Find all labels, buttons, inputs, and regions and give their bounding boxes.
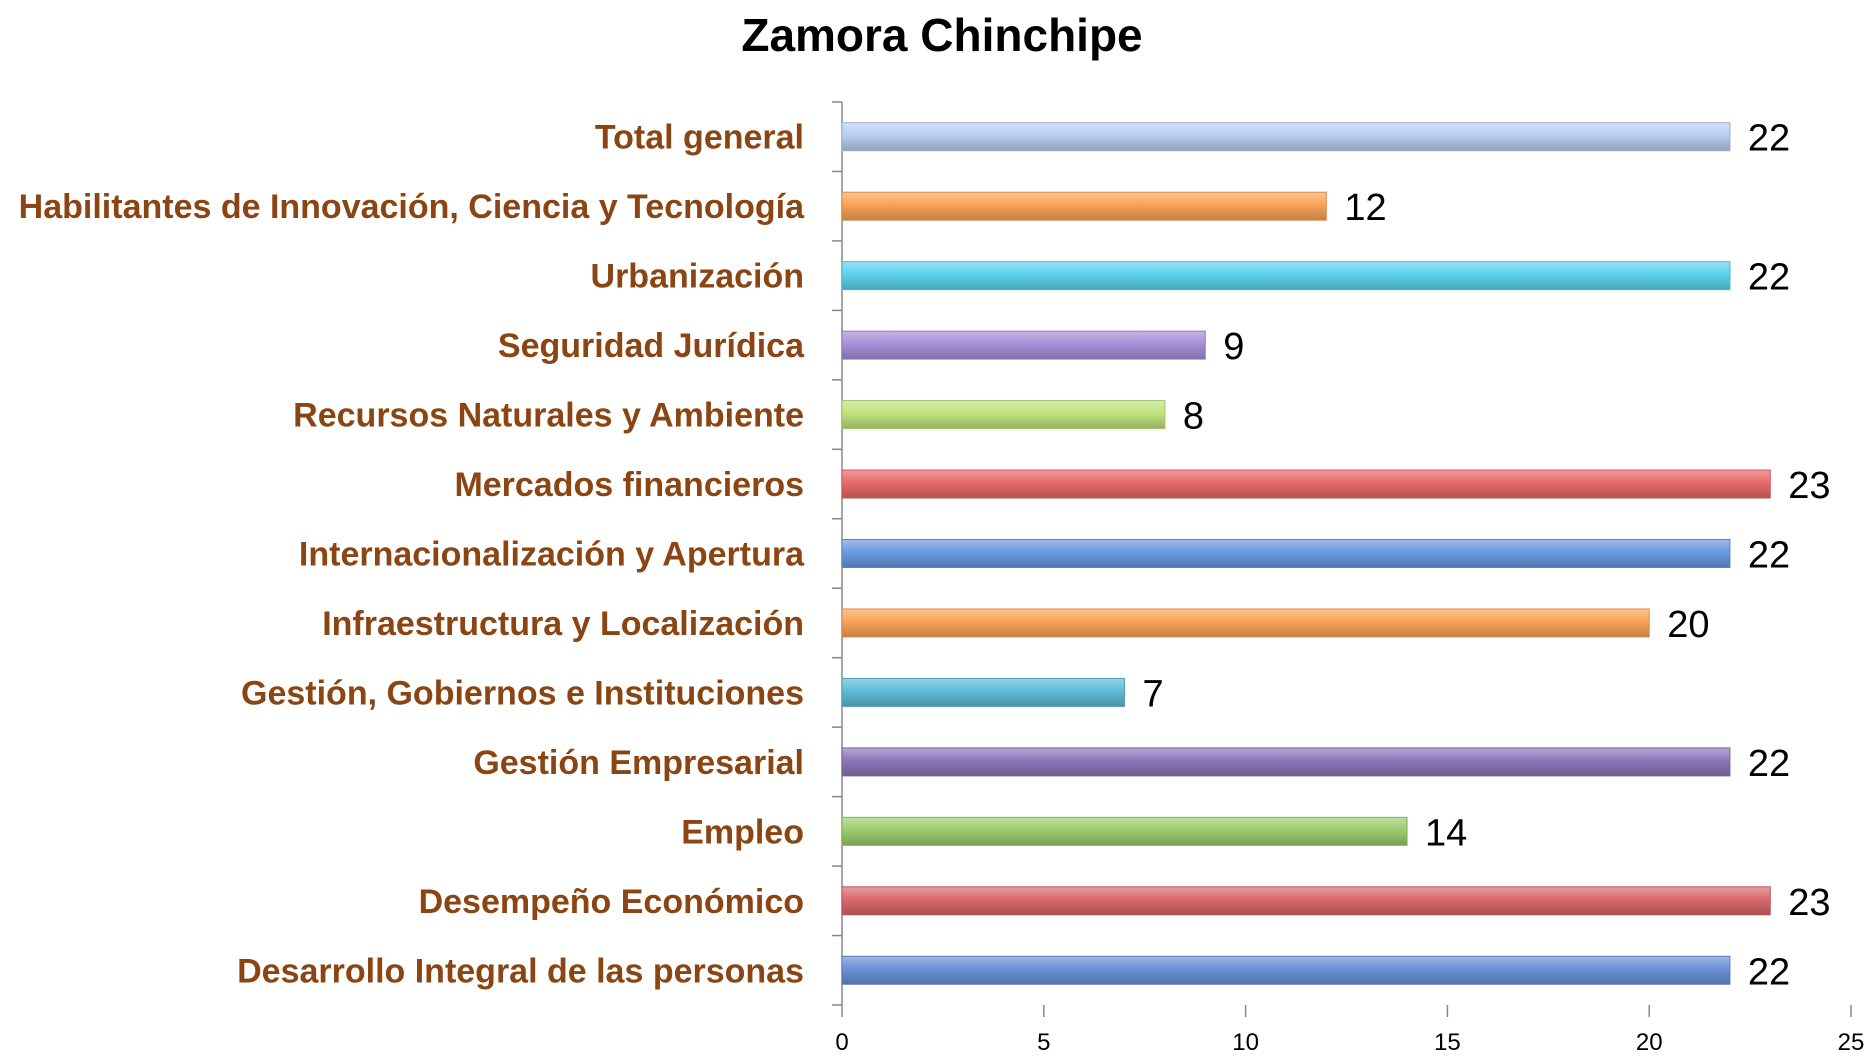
bar: [841, 191, 1327, 221]
category-label: Gestión Empresarial: [473, 744, 804, 782]
category-label: Internacionalización y Apertura: [299, 536, 805, 574]
data-label: 22: [1748, 743, 1790, 785]
category-label: Desempeño Económico: [419, 883, 804, 921]
bar: [841, 261, 1731, 291]
bar: [841, 469, 1771, 499]
category-label: Mercados financieros: [454, 466, 804, 504]
bar: [841, 608, 1650, 638]
bar: [841, 747, 1731, 777]
data-label: 22: [1748, 257, 1790, 299]
x-tick-label: 0: [835, 1029, 848, 1056]
x-tick-label: 10: [1232, 1029, 1259, 1056]
bar: [841, 677, 1126, 707]
x-tick-label: 5: [1037, 1029, 1050, 1056]
data-label: 22: [1748, 951, 1790, 993]
category-label: Empleo: [681, 813, 804, 851]
data-label: 22: [1748, 535, 1790, 577]
bar: [841, 400, 1166, 430]
x-tick-label: 20: [1636, 1029, 1663, 1056]
bar: [841, 816, 1408, 846]
category-label: Desarrollo Integral de las personas: [237, 952, 804, 990]
bar: [841, 886, 1771, 916]
data-label: 20: [1667, 604, 1709, 646]
category-label: Habilitantes de Innovación, Ciencia y Te…: [19, 188, 805, 226]
data-label: 8: [1183, 396, 1204, 438]
category-label: Seguridad Jurídica: [498, 327, 805, 365]
data-label: 23: [1788, 465, 1830, 507]
data-label: 22: [1748, 118, 1790, 160]
category-label: Infraestructura y Localización: [322, 605, 804, 643]
data-label: 9: [1223, 326, 1244, 368]
bar: [841, 539, 1731, 568]
data-label: 12: [1344, 187, 1386, 229]
data-label: 14: [1425, 812, 1467, 854]
bar: [841, 122, 1731, 152]
chart-title: Zamora Chinchipe: [741, 9, 1143, 61]
category-label: Recursos Naturales y Ambiente: [293, 397, 804, 435]
x-tick-label: 15: [1434, 1029, 1461, 1056]
bar: [841, 955, 1731, 985]
x-tick-label: 25: [1838, 1029, 1865, 1056]
data-label: 7: [1143, 673, 1164, 715]
category-label: Gestión, Gobiernos e Instituciones: [241, 674, 804, 712]
category-label: Total general: [595, 119, 804, 157]
category-label: Urbanización: [591, 258, 804, 296]
data-label: 23: [1788, 882, 1830, 924]
bar: [841, 330, 1206, 360]
